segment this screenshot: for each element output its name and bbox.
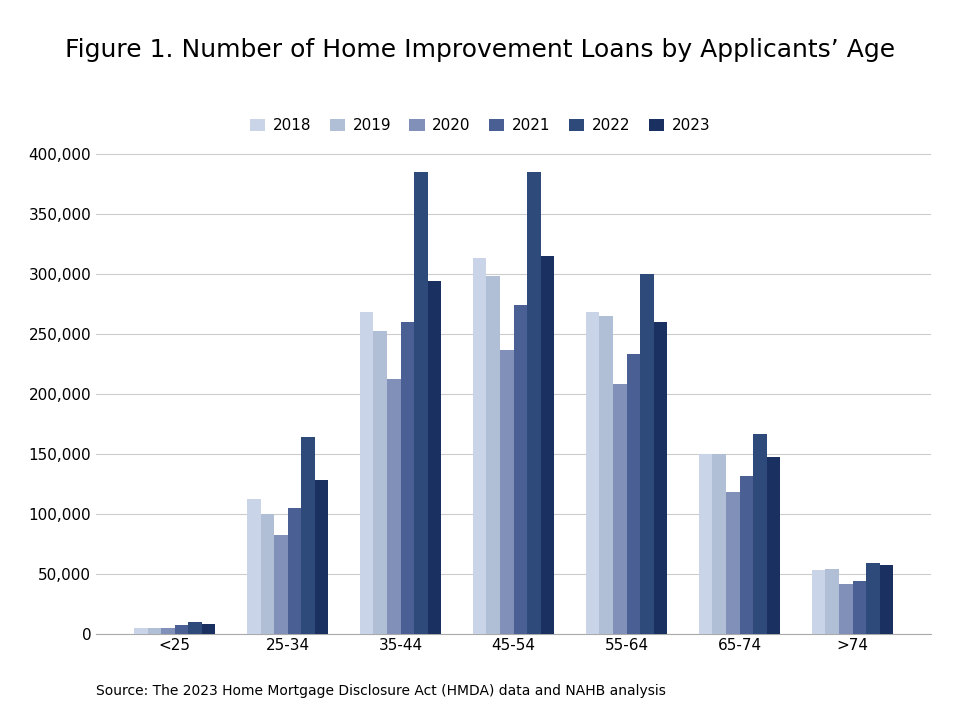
Bar: [640, 274, 654, 634]
Bar: [826, 569, 839, 634]
Bar: [839, 585, 852, 634]
Bar: [654, 322, 667, 634]
Bar: [712, 454, 726, 634]
Bar: [767, 457, 780, 634]
Bar: [188, 621, 202, 634]
Bar: [726, 492, 739, 634]
Bar: [879, 565, 893, 634]
Bar: [473, 258, 487, 634]
Bar: [400, 322, 414, 634]
Legend: 2018, 2019, 2020, 2021, 2022, 2023: 2018, 2019, 2020, 2021, 2022, 2023: [244, 112, 716, 139]
Bar: [754, 434, 767, 634]
Bar: [627, 354, 640, 634]
Bar: [134, 628, 148, 634]
Bar: [373, 331, 387, 634]
Bar: [387, 379, 400, 634]
Text: Source: The 2023 Home Mortgage Disclosure Act (HMDA) data and NAHB analysis: Source: The 2023 Home Mortgage Disclosur…: [96, 685, 666, 698]
Bar: [161, 628, 175, 634]
Bar: [301, 437, 315, 634]
Bar: [202, 624, 215, 634]
Bar: [148, 628, 161, 634]
Bar: [315, 480, 328, 634]
Bar: [739, 477, 754, 634]
Bar: [866, 563, 879, 634]
Bar: [175, 625, 188, 634]
Bar: [274, 535, 288, 634]
Bar: [288, 508, 301, 634]
Bar: [540, 256, 554, 634]
Bar: [812, 570, 826, 634]
Bar: [260, 513, 274, 634]
Bar: [414, 171, 428, 634]
Bar: [599, 315, 613, 634]
Bar: [487, 276, 500, 634]
Bar: [699, 454, 712, 634]
Bar: [527, 171, 540, 634]
Text: Figure 1. Number of Home Improvement Loans by Applicants’ Age: Figure 1. Number of Home Improvement Loa…: [65, 38, 895, 63]
Bar: [247, 499, 260, 634]
Bar: [613, 384, 627, 634]
Bar: [500, 351, 514, 634]
Bar: [852, 581, 866, 634]
Bar: [586, 312, 599, 634]
Bar: [360, 312, 373, 634]
Bar: [514, 305, 527, 634]
Bar: [428, 281, 442, 634]
